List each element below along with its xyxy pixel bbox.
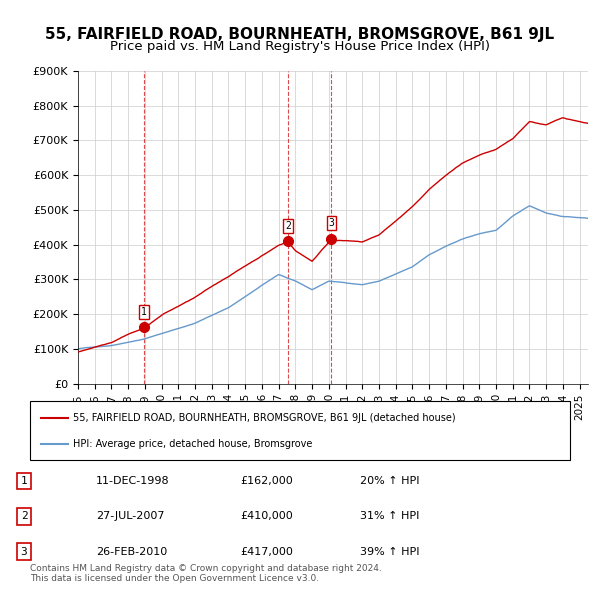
Text: 11-DEC-1998: 11-DEC-1998: [96, 476, 170, 486]
Text: 26-FEB-2010: 26-FEB-2010: [96, 547, 167, 556]
Text: 3: 3: [329, 218, 334, 228]
Text: 2: 2: [285, 221, 291, 231]
Text: Contains HM Land Registry data © Crown copyright and database right 2024.
This d: Contains HM Land Registry data © Crown c…: [30, 563, 382, 583]
Text: 1: 1: [141, 307, 147, 317]
Text: 2: 2: [20, 512, 28, 521]
Text: £162,000: £162,000: [240, 476, 293, 486]
Text: £417,000: £417,000: [240, 547, 293, 556]
Text: 31% ↑ HPI: 31% ↑ HPI: [360, 512, 419, 521]
Text: Price paid vs. HM Land Registry's House Price Index (HPI): Price paid vs. HM Land Registry's House …: [110, 40, 490, 53]
Text: 1: 1: [20, 476, 28, 486]
Text: 39% ↑ HPI: 39% ↑ HPI: [360, 547, 419, 556]
Text: HPI: Average price, detached house, Bromsgrove: HPI: Average price, detached house, Brom…: [73, 439, 313, 448]
Text: £410,000: £410,000: [240, 512, 293, 521]
Text: 55, FAIRFIELD ROAD, BOURNHEATH, BROMSGROVE, B61 9JL: 55, FAIRFIELD ROAD, BOURNHEATH, BROMSGRO…: [46, 27, 554, 41]
Text: 20% ↑ HPI: 20% ↑ HPI: [360, 476, 419, 486]
Text: 55, FAIRFIELD ROAD, BOURNHEATH, BROMSGROVE, B61 9JL (detached house): 55, FAIRFIELD ROAD, BOURNHEATH, BROMSGRO…: [73, 413, 456, 422]
Text: 27-JUL-2007: 27-JUL-2007: [96, 512, 164, 521]
FancyBboxPatch shape: [30, 401, 570, 460]
Text: 3: 3: [20, 547, 28, 556]
